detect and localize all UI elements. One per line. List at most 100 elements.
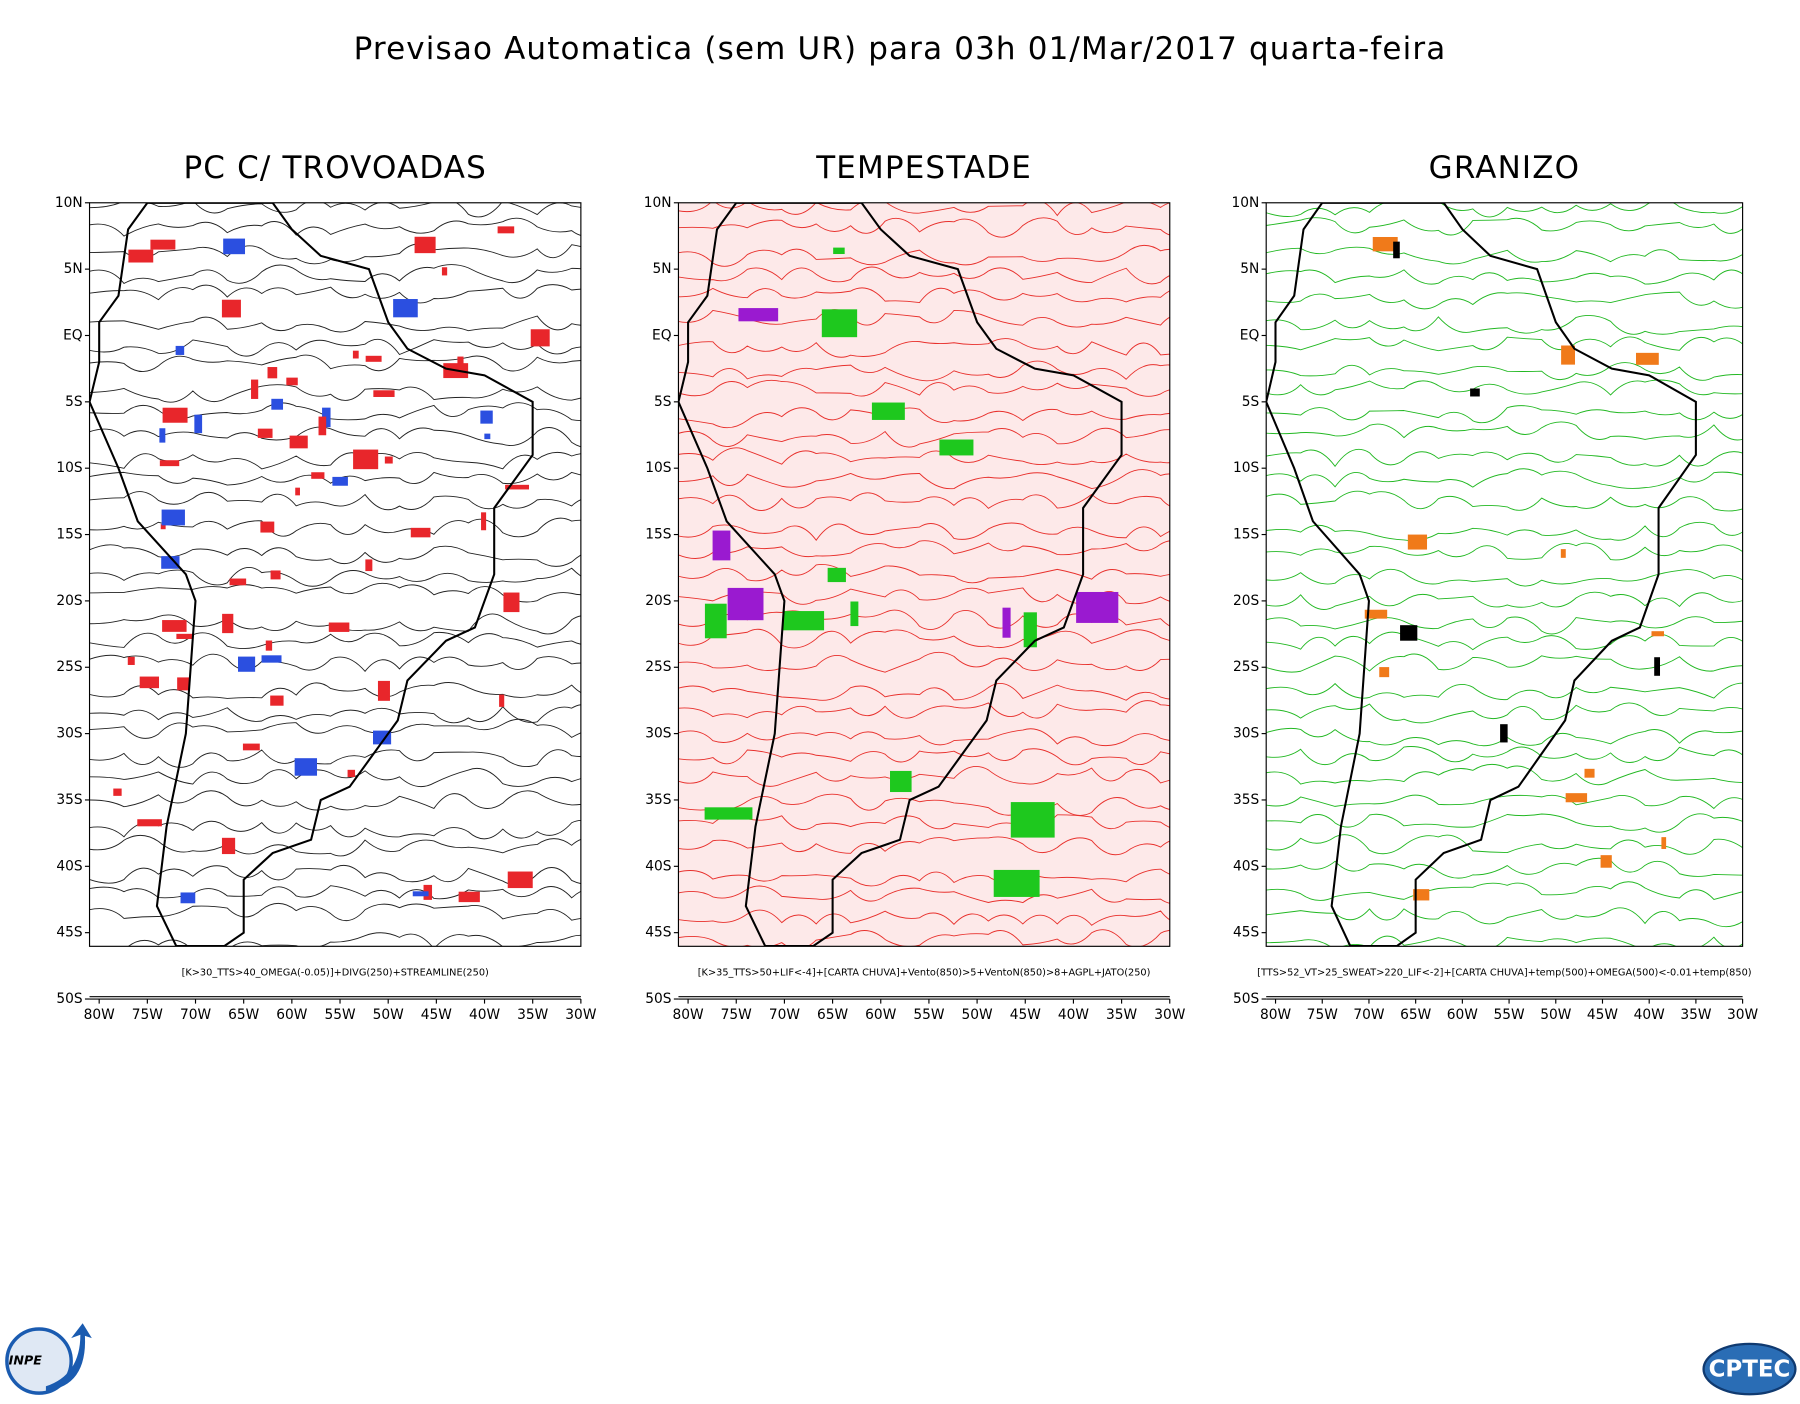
field-patch [1413,889,1430,901]
field-patch [160,524,166,530]
field-patch [353,449,379,470]
lat-label: 45S [1233,925,1259,941]
panel-caption: [K>35_TTS>50+LIF<-4]+[CARTA CHUVA]+Vento… [698,968,1151,979]
field-line [1266,763,1743,786]
lat-label: 40S [1233,858,1259,874]
panel-caption: [K>30_TTS>40_OMEGA(-0.05)]+DIVG(250)+STR… [182,968,489,979]
field-line [1266,362,1743,381]
field-patch [1600,855,1612,868]
field-patch [410,527,431,538]
lat-label: 25S [645,659,671,675]
lat-label: 40S [645,858,671,874]
field-patch [150,239,176,250]
field-line [1266,794,1743,810]
field-line [1266,490,1743,512]
field-patch [484,433,491,440]
lat-label: 30S [56,726,82,742]
field-line [678,793,1170,816]
field-patch [238,656,256,672]
lat-label: 15S [56,527,82,543]
field-line [89,682,581,699]
field-patch [242,743,260,751]
field-patch [328,622,350,632]
lon-label: 50W [1540,1007,1572,1023]
field-line [1266,631,1743,651]
field-patch [352,350,359,359]
field-line [1266,591,1743,610]
field-patch [270,695,284,706]
field-patch [223,238,246,255]
field-patch [267,367,278,379]
field-patch [1500,724,1508,743]
field-line [678,427,1170,448]
inpe-logo: INPE [5,1323,92,1395]
lon-label: 35W [1680,1007,1712,1023]
field-patch [294,758,318,776]
panel-title: TEMPESTADE [815,150,1032,186]
field-line [89,749,581,768]
field-line [89,834,581,857]
field-patch [480,410,493,424]
lat-label: 5N [1240,261,1259,277]
lat-label: 10S [56,460,82,476]
field-patch [727,587,764,621]
lon-label: 75W [721,1007,753,1023]
lat-label: 35S [645,792,671,808]
field-patch [481,512,487,531]
map-layers [678,202,1170,947]
lat-label: 5S [1242,394,1260,410]
field-patch [1372,236,1398,252]
field-line [1266,379,1743,396]
field-line [678,266,1170,285]
logo-arrow [45,1323,92,1391]
field-patch [373,730,392,745]
lon-label: 55W [324,1007,356,1023]
field-patch [1400,625,1418,641]
lon-label: 60W [1447,1007,1479,1023]
lon-label: 55W [913,1007,945,1023]
field-patch [260,521,275,533]
lon-label: 30W [565,1007,597,1023]
panels: PC C/ TROVOADAS [K>30_TTS>40_OMEGA(-0.05)… [55,150,1759,1023]
field-line [678,469,1170,490]
field-patch [738,308,779,322]
field-patch [311,472,325,479]
field-line [1266,568,1743,587]
field-line [678,587,1170,605]
field-patch [1010,802,1055,838]
lat-label: 50S [1233,991,1259,1007]
field-line [678,651,1170,673]
field-line [1266,291,1743,310]
lon-label: 75W [132,1007,164,1023]
logo-text: INPE [9,1353,43,1368]
field-patch [1023,612,1037,648]
field-patch [1635,352,1659,365]
field-patch [704,807,753,820]
lat-label: 50S [56,991,82,1007]
field-patch [503,592,520,613]
field-line [89,491,581,511]
lon-label: 65W [817,1007,849,1023]
field-line [89,566,581,587]
field-patch [347,769,356,778]
field-line [678,814,1170,831]
field-line [89,517,581,538]
field-patch [704,603,727,639]
field-line [89,471,581,486]
lat-label: 45S [645,925,671,941]
field-patch [365,355,382,362]
map-layers [1266,202,1743,947]
lon-label: 65W [1400,1007,1432,1023]
field-line [678,309,1170,328]
field-line [89,202,581,218]
field-patch [412,891,429,897]
field-patch [229,578,247,586]
lat-label: 5S [654,394,672,410]
field-line [678,217,1170,238]
lat-label: 25S [1233,659,1259,675]
field-patch [286,377,298,386]
field-line [678,379,1170,397]
field-patch [871,402,905,420]
field-line [89,631,581,650]
field-patch [530,329,550,347]
